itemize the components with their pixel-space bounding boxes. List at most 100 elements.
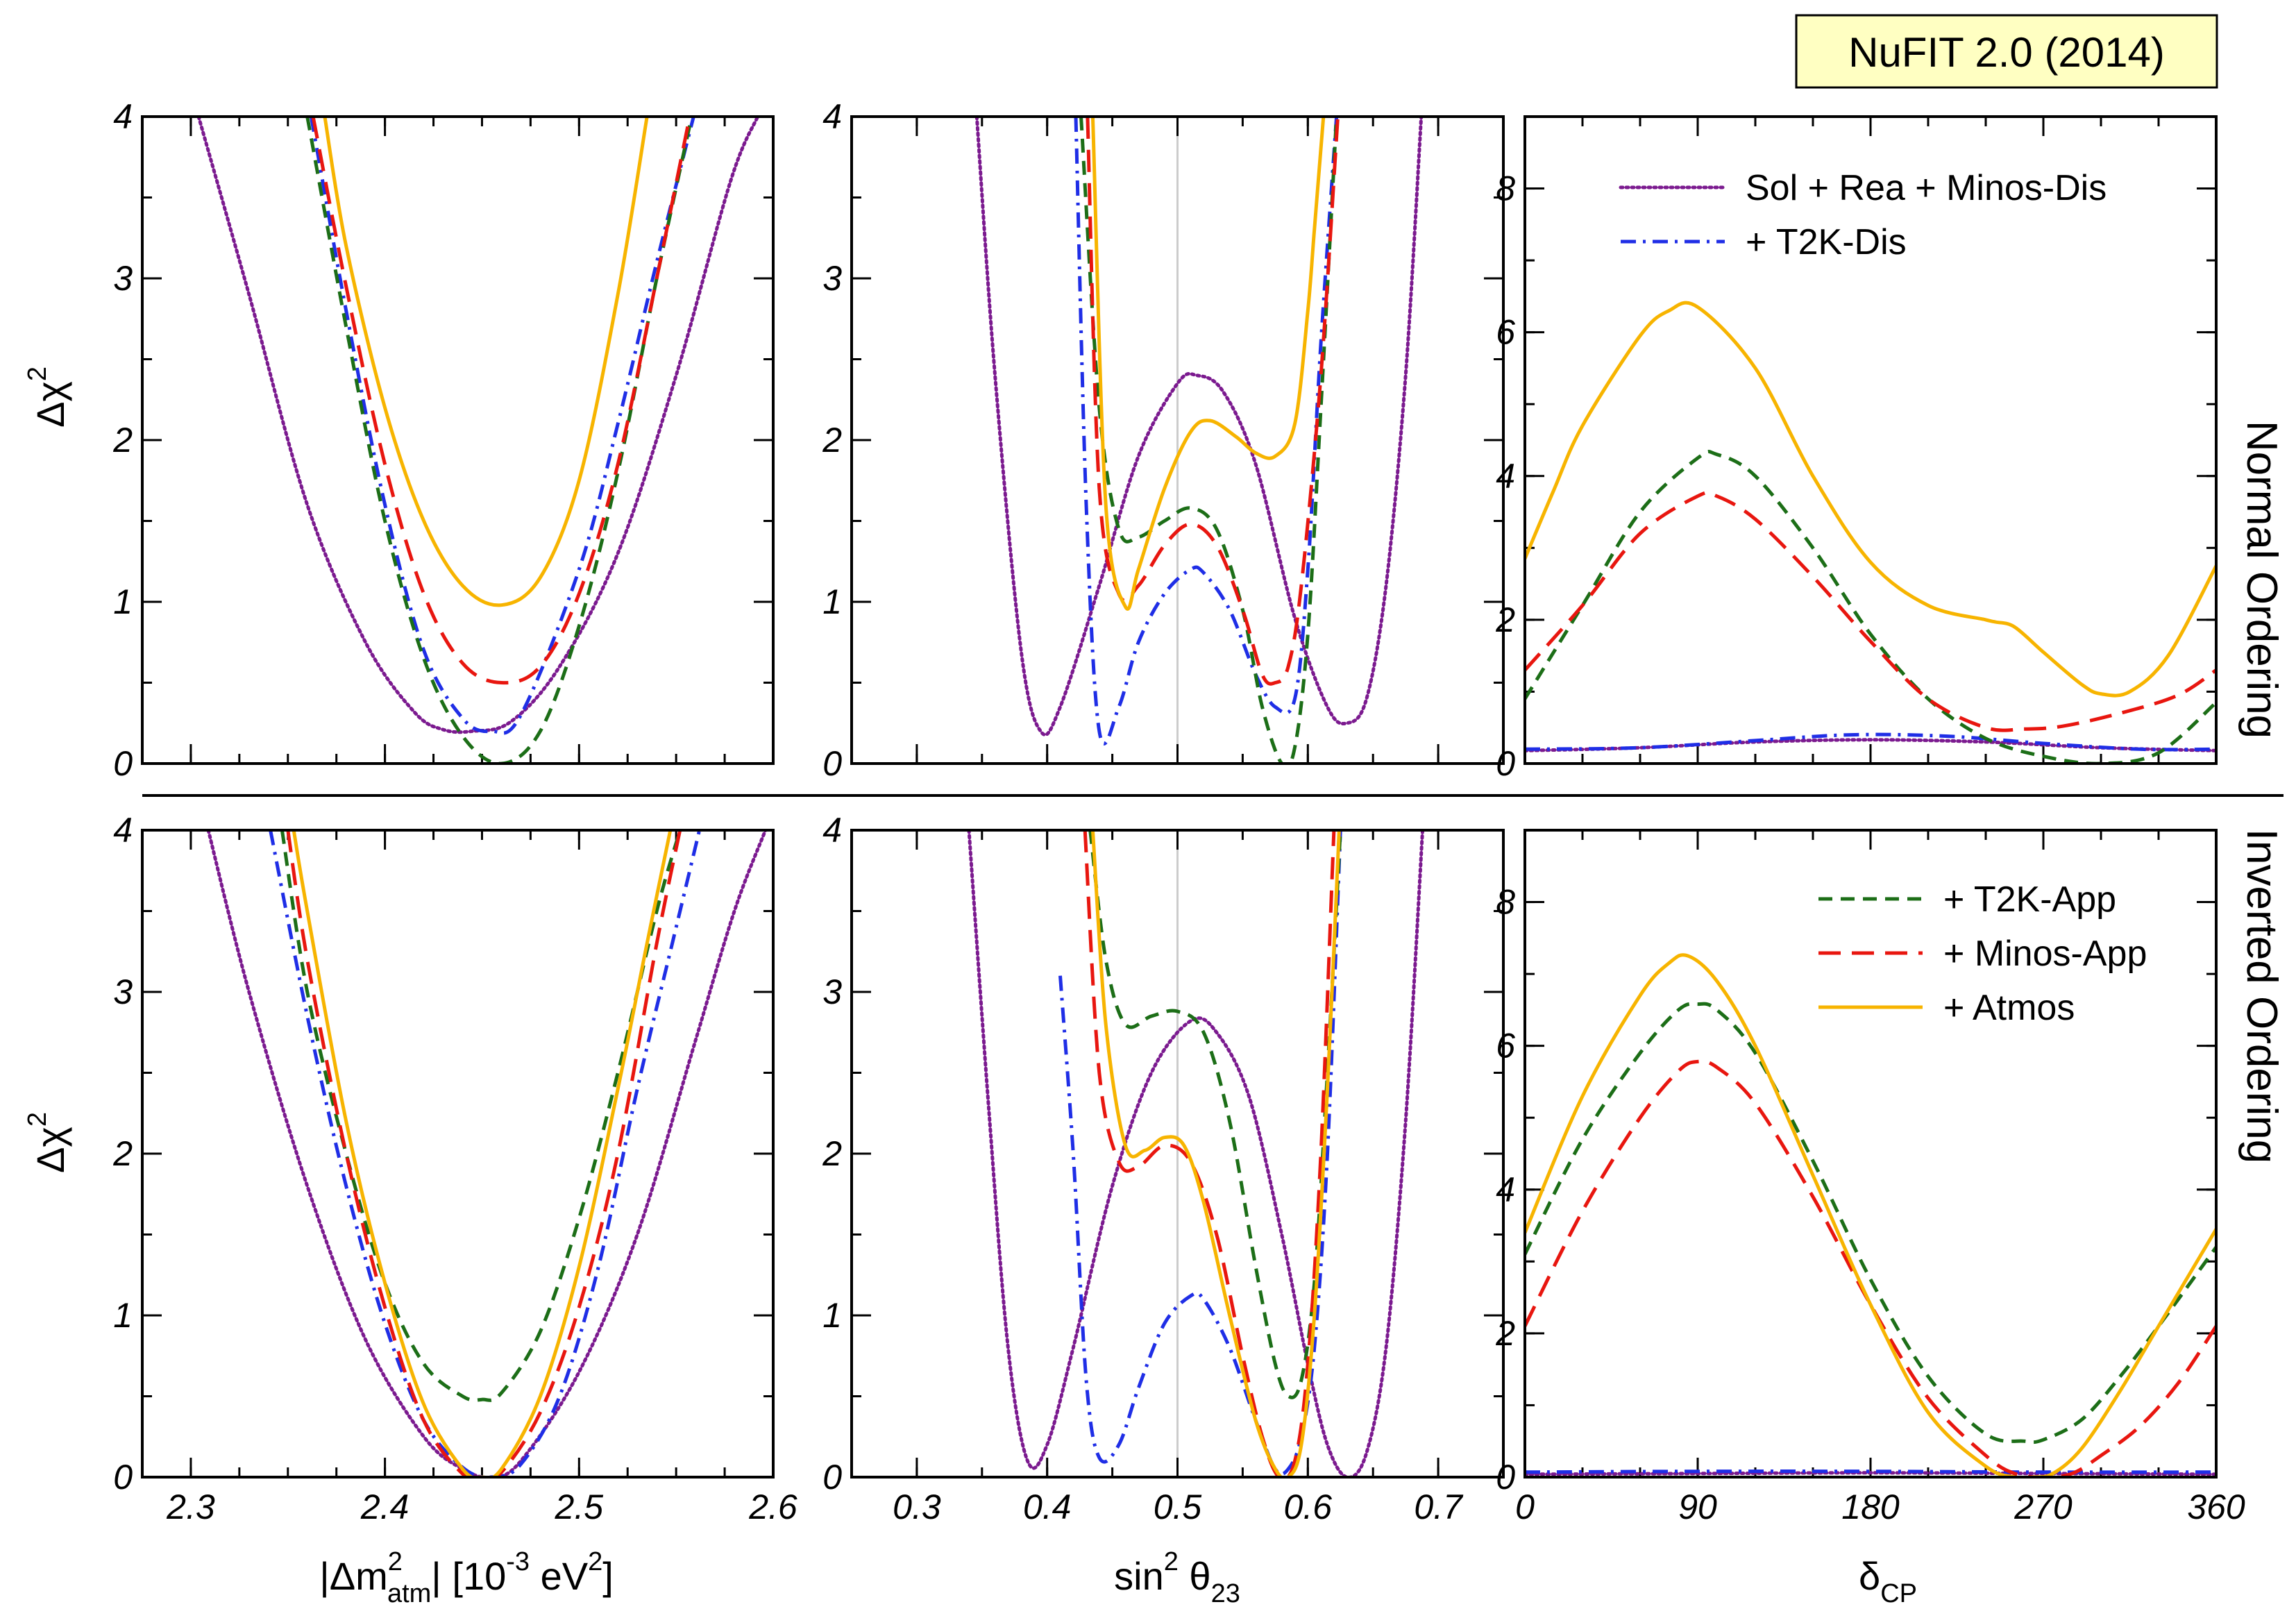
y-tick-label: 1 [113, 582, 133, 621]
x-axis-title-s23: sin2 θ23 [1114, 1547, 1240, 1608]
series-sol [967, 830, 1425, 1477]
plot-frame [141, 829, 775, 1479]
y-tick-label: 2 [822, 1134, 842, 1173]
y-tick-label: 3 [113, 972, 133, 1011]
svg-text:Δχ2: Δχ2 [23, 367, 72, 428]
x-tick-label: 0.3 [893, 1488, 941, 1526]
x-tick-label: 0.5 [1154, 1488, 1202, 1526]
x-dcp-a: δ [1859, 1554, 1880, 1598]
ticks [142, 115, 775, 765]
x-dm-a: |Δm [319, 1554, 388, 1598]
series-t2kapp [1088, 830, 1342, 1399]
plot-frame [1523, 829, 2218, 1479]
y-tick-label: 2 [822, 421, 842, 460]
y-title-sup: 2 [23, 1112, 52, 1127]
series-atmos [292, 830, 673, 1477]
y-tick-label: 2 [112, 1134, 133, 1173]
series-minosapp [286, 830, 682, 1477]
ticks [850, 829, 1505, 1479]
series-t2kapp [1525, 450, 2216, 764]
panel-io-dcp: 0 2 4 6 8 0 90 180 270 360 [1495, 829, 2245, 1526]
panel-no-dm: 0 1 2 3 4 [112, 97, 775, 783]
y-tick-label: 4 [822, 97, 842, 136]
y-tick-label: 0 [822, 1458, 842, 1497]
x-s23-b: θ [1179, 1554, 1211, 1598]
ticks [1523, 829, 2218, 1479]
series-minosapp [1525, 1059, 2216, 1477]
y-tick-label: 1 [822, 1296, 842, 1335]
series-sol [196, 117, 760, 734]
panel-io-s23: 0 1 2 3 4 0.3 0.4 0.5 0.6 0.7 [822, 811, 1505, 1526]
y-tick-label: 4 [822, 811, 842, 850]
legend-label: Sol + Rea + Minos-Dis [1746, 168, 2107, 208]
x-dm-sub: atm [387, 1579, 431, 1608]
x-tick-label: 90 [1678, 1488, 1717, 1526]
x-axis-title-dcp: δCP [1859, 1554, 1917, 1608]
series-t2kapp [305, 117, 693, 764]
series-atmos [1090, 830, 1341, 1477]
series-atmos [1525, 301, 2216, 698]
panel-no-dcp: 0 2 4 6 8 [1495, 115, 2218, 783]
series-t2kdis [309, 117, 695, 735]
series-t2kdis [1074, 117, 1339, 745]
panel-no-s23: 0 1 2 3 4 [822, 97, 1505, 783]
series-minosapp [1525, 490, 2216, 732]
nufit-badge-text: NuFIT 2.0 (2014) [1848, 29, 2165, 76]
plot-frame [141, 115, 775, 765]
x-tick-label: 180 [1841, 1488, 1900, 1526]
x-dm-sup3: 2 [588, 1547, 602, 1576]
curves [1525, 301, 2216, 764]
x-axis-title-dm: |Δm2 atm| [10-3 eV2] [319, 1547, 614, 1608]
x-tick-label: 360 [2187, 1488, 2245, 1526]
series-minosapp [1083, 830, 1336, 1477]
series-atmos [1090, 117, 1326, 611]
curves [1525, 953, 2216, 1477]
x-dm-b: | [10 [431, 1554, 506, 1598]
y-tick-label: 4 [113, 97, 133, 136]
y-tick-label: 2 [1495, 600, 1515, 639]
series-atmos [1525, 953, 2216, 1477]
series-t2kdis [269, 830, 702, 1477]
y-tick-label: 0 [113, 744, 133, 783]
x-dm-sup2: -3 [506, 1547, 530, 1576]
y-tick-label: 4 [1496, 457, 1515, 496]
series-atmos [323, 117, 649, 607]
series-minosapp [311, 117, 692, 685]
x-tick-label: 2.6 [748, 1488, 797, 1526]
x-tick-label: 270 [2014, 1488, 2073, 1526]
y-tick-label: 0 [822, 744, 842, 783]
series-minosapp [1086, 117, 1340, 686]
y-axis-title-bottom: Δχ2 [23, 1112, 72, 1173]
series-sol [974, 117, 1424, 737]
plot-frame [850, 829, 1505, 1479]
panel-io-dm: 0 1 2 3 4 2.3 2.4 2.5 2.6 [112, 811, 797, 1526]
y-tick-label: 3 [822, 972, 842, 1011]
curves [196, 117, 760, 764]
series-t2kapp [1079, 117, 1339, 764]
series-t2kdis [1058, 830, 1342, 1476]
plot-frame [850, 115, 1505, 765]
y-title-main: Δχ [28, 381, 72, 428]
y-tick-label: 2 [112, 421, 133, 460]
nufit-badge: NuFIT 2.0 (2014) [1795, 14, 2218, 89]
y-tick-label: 0 [1496, 744, 1515, 783]
x-tick-label: 0.7 [1414, 1488, 1464, 1526]
y-tick-label: 6 [1496, 313, 1515, 352]
y-tick-label: 0 [113, 1458, 133, 1497]
y-title-sup: 2 [23, 367, 52, 381]
ticks [142, 829, 775, 1479]
y-tick-label: 1 [113, 1296, 133, 1335]
row-label-normal: Normal Ordering [2238, 421, 2286, 739]
y-tick-label: 3 [113, 259, 133, 298]
plot-frame [1523, 115, 2218, 765]
x-dcp-sub: CP [1880, 1579, 1917, 1608]
legend-top: Sol + Rea + Minos-Dis + T2K-Dis [1619, 168, 2107, 262]
x-tick-label: 0 [1515, 1488, 1535, 1526]
y-tick-label: 0 [1496, 1458, 1515, 1497]
panels: 0 1 2 3 4 0 1 2 3 4 0 2 4 6 8 0 1 2 3 4 2.3 2.4 2.5 2.6 0 1 2 3 4 0.3… [112, 97, 2245, 1526]
x-tick-label: 0.4 [1023, 1488, 1072, 1526]
y-tick-label: 2 [1495, 1314, 1515, 1353]
svg-text:Δχ2: Δχ2 [23, 1112, 72, 1173]
series-sol [206, 830, 768, 1477]
